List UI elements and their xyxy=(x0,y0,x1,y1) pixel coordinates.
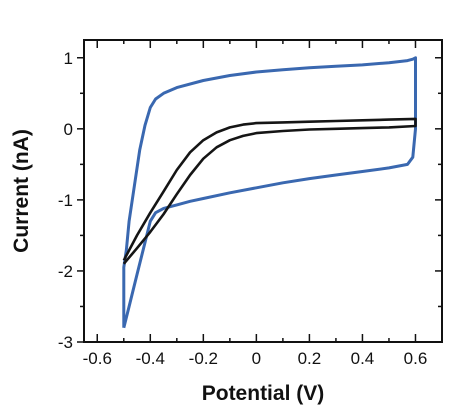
y-tick-label: -1 xyxy=(58,191,73,210)
x-tick-label: -0.2 xyxy=(189,349,218,368)
x-tick-label: 0.4 xyxy=(351,349,375,368)
y-tick-label: 0 xyxy=(64,120,73,139)
ticks-layer: -0.6 -0.4 -0.2 0 0.2 0.4 0.6 -3 -2 -1 0 1 xyxy=(58,40,442,368)
series-layer xyxy=(122,56,417,329)
series-line-2 xyxy=(122,117,417,265)
x-tick-label: -0.6 xyxy=(83,349,112,368)
x-tick-label: 0.6 xyxy=(404,349,428,368)
y-tick-label: -3 xyxy=(58,333,73,352)
y-tick-label: 1 xyxy=(64,49,73,68)
x-tick-label: 0 xyxy=(252,349,261,368)
x-tick-label: 0.2 xyxy=(298,349,322,368)
x-axis-title: Potential (V) xyxy=(202,382,325,405)
y-tick-label: -2 xyxy=(58,262,73,281)
x-tick-label: -0.4 xyxy=(136,349,165,368)
series-line-1 xyxy=(122,56,417,329)
y-axis-title: Current (nA) xyxy=(10,129,33,253)
plot-frame xyxy=(83,39,443,343)
